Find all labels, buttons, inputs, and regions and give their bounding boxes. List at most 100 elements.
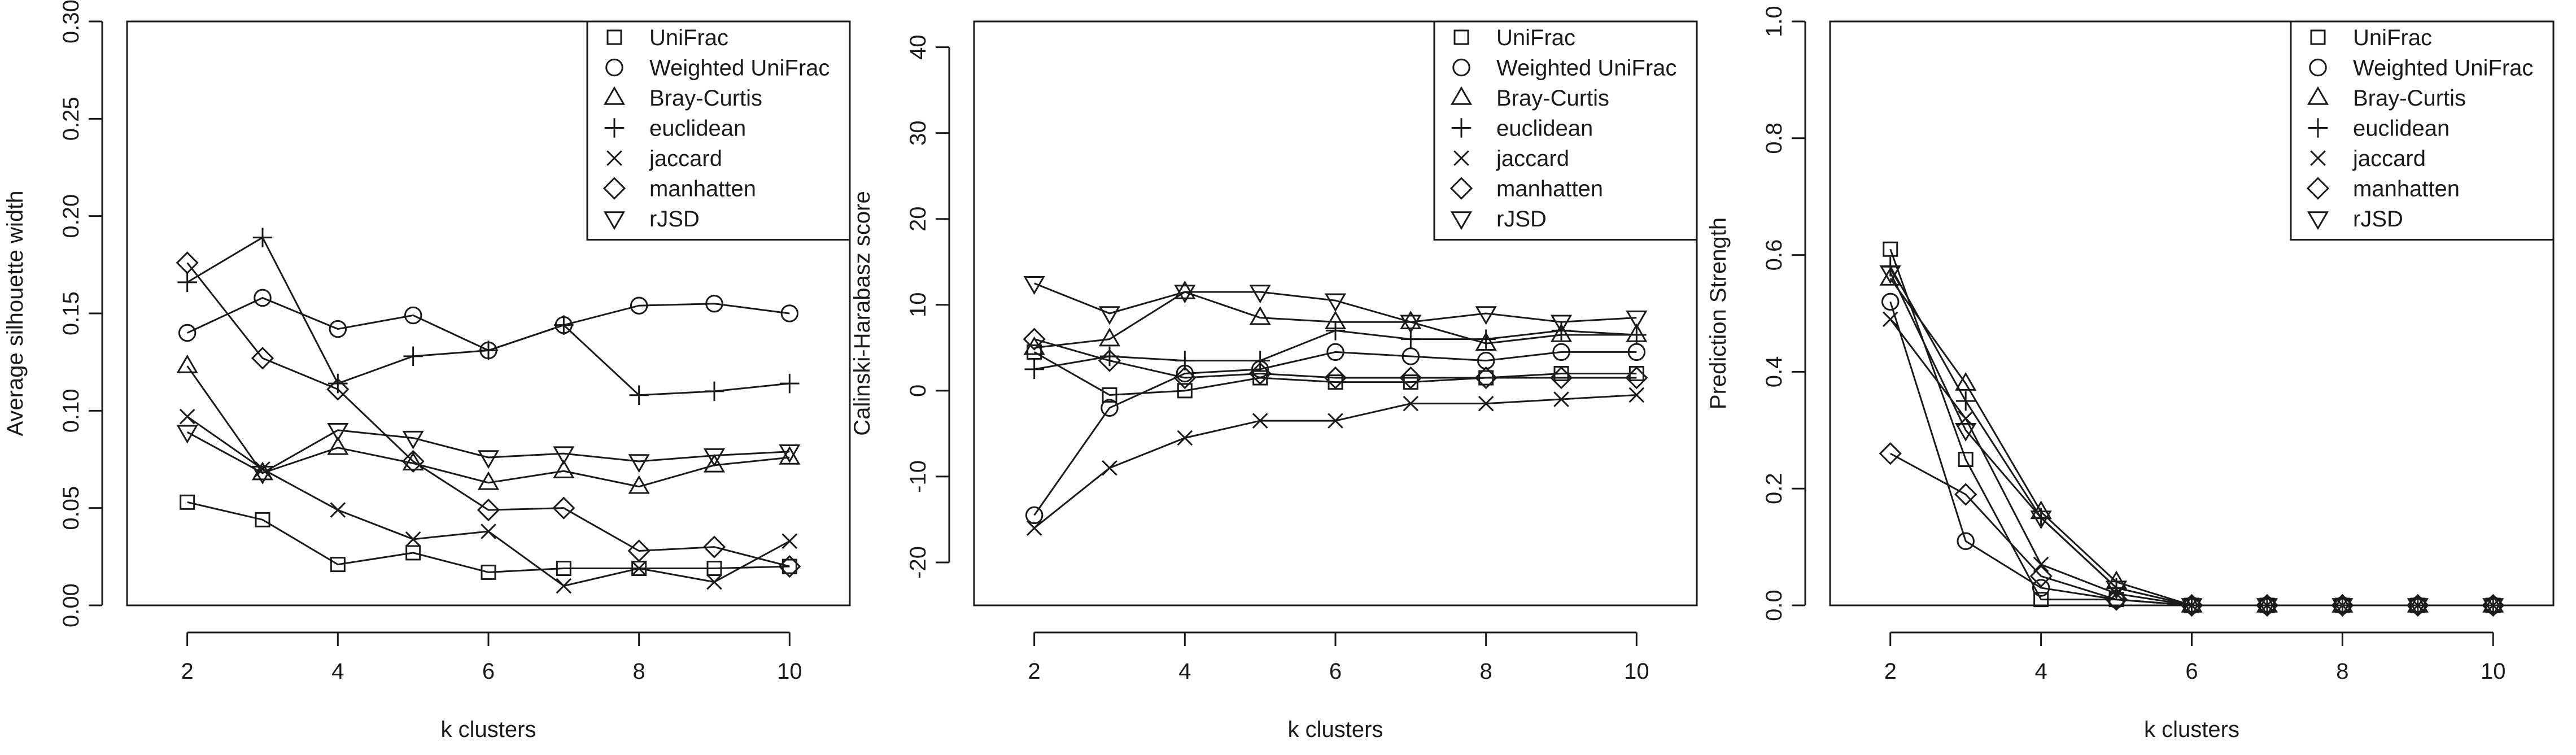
data-point-manhatten bbox=[176, 251, 199, 274]
data-point-manhatten bbox=[1879, 442, 1902, 465]
legend-marker-manhatten bbox=[602, 177, 626, 200]
data-point-weighted-unifrac bbox=[1025, 506, 1044, 525]
data-point-jaccard bbox=[405, 531, 421, 547]
data-point-jaccard bbox=[1478, 395, 1494, 412]
data-point-manhatten bbox=[1248, 362, 1272, 385]
data-point-unifrac bbox=[180, 494, 195, 510]
y-tick-label: 0.15 bbox=[59, 291, 84, 335]
legend-marker-bray-curtis bbox=[603, 86, 626, 105]
series-line-euclidean bbox=[1889, 266, 2494, 606]
data-point-rjsd bbox=[1098, 306, 1121, 325]
data-point-jaccard bbox=[556, 578, 572, 594]
data-point-bray-curtis bbox=[327, 436, 349, 455]
data-point-rjsd bbox=[327, 423, 349, 442]
y-tick-label: 0.20 bbox=[59, 194, 84, 238]
data-point-weighted-unifrac bbox=[404, 306, 422, 325]
data-point-manhatten bbox=[1549, 366, 1573, 390]
data-point-euclidean bbox=[252, 228, 273, 247]
data-point-rjsd bbox=[2181, 598, 2203, 617]
series-jaccard bbox=[1026, 387, 1645, 536]
chart-panel-3: 2 4 6 8 10 k clusters 0.0 0.2 0.4 0.6 0.8 1.0 Predic… bbox=[1706, 6, 2555, 742]
data-point-rjsd bbox=[2256, 598, 2278, 617]
data-point-bray-curtis bbox=[703, 453, 726, 473]
data-point-jaccard bbox=[1252, 413, 1268, 429]
y-tick-label: 20 bbox=[906, 206, 931, 232]
data-point-euclidean bbox=[1325, 321, 1346, 341]
series-line-rjsd bbox=[186, 429, 790, 474]
data-point-weighted-unifrac bbox=[630, 296, 648, 315]
series-manhatten bbox=[176, 251, 801, 578]
series-weighted-unifrac bbox=[1025, 343, 1646, 525]
data-point-euclidean bbox=[403, 346, 423, 366]
x-tick-label: 2 bbox=[1884, 659, 1897, 684]
series-line-weighted-unifrac bbox=[1033, 351, 1637, 516]
legend-marker-unifrac bbox=[1453, 29, 1469, 45]
chart-panel-1: 2 4 6 8 10 k clusters 0.00 0.05 0.10 0.15 0.20 0.25… bbox=[3, 0, 851, 742]
data-point-weighted-unifrac bbox=[780, 304, 799, 322]
data-point-manhatten bbox=[1474, 366, 1497, 390]
chart-panel-2: 2 4 6 8 10 k clusters -20 -10 0 10 20 30 40 Calinski-… bbox=[850, 20, 1698, 742]
data-point-weighted-unifrac bbox=[1957, 532, 1975, 551]
data-point-manhatten bbox=[552, 496, 575, 520]
x-tick-label: 10 bbox=[2481, 659, 2506, 684]
legend-label: Weighted UniFrac bbox=[2353, 56, 2533, 81]
x-tick-label: 2 bbox=[181, 659, 194, 684]
data-point-weighted-unifrac bbox=[329, 320, 347, 338]
data-point-rjsd bbox=[1400, 315, 1422, 334]
series-line-weighted-unifrac bbox=[1889, 301, 2494, 606]
x-tick-label: 6 bbox=[482, 659, 495, 684]
data-point-bray-curtis bbox=[1174, 280, 1196, 299]
y-tick-label: -20 bbox=[906, 546, 931, 579]
y-tick-label: 0.30 bbox=[59, 0, 84, 43]
legend-marker-weighted-unifrac bbox=[1452, 58, 1470, 77]
data-point-jaccard bbox=[1026, 520, 1042, 536]
data-point-manhatten bbox=[326, 378, 350, 401]
data-point-rjsd bbox=[1475, 306, 1497, 325]
legend-label: jaccard bbox=[2352, 146, 2426, 171]
legend-marker-rjsd bbox=[603, 211, 626, 230]
legend-label: manhatten bbox=[2353, 177, 2460, 202]
series-line-unifrac bbox=[1889, 248, 2494, 606]
data-point-jaccard bbox=[1628, 387, 1645, 403]
legend-label: UniFrac bbox=[649, 25, 728, 50]
data-point-unifrac bbox=[1102, 387, 1117, 403]
x-tick-label: 8 bbox=[1480, 659, 1492, 684]
legend-marker-bray-curtis bbox=[1450, 86, 1473, 105]
data-point-unifrac bbox=[481, 564, 496, 580]
y-tick-label: 10 bbox=[906, 293, 931, 318]
y-axis-title: Average silhouette width bbox=[3, 190, 28, 436]
data-point-weighted-unifrac bbox=[705, 295, 723, 313]
x-tick-label: 6 bbox=[2185, 659, 2198, 684]
data-point-manhatten bbox=[1098, 349, 1121, 372]
data-point-rjsd bbox=[1550, 315, 1573, 334]
data-point-unifrac bbox=[706, 561, 722, 577]
series-rjsd bbox=[1879, 265, 2504, 617]
data-point-rjsd bbox=[1174, 285, 1196, 304]
data-point-manhatten bbox=[2105, 588, 2128, 611]
y-tick-label: 0.4 bbox=[1762, 356, 1787, 388]
data-point-jaccard bbox=[2033, 556, 2049, 573]
data-point-manhatten bbox=[778, 555, 801, 578]
data-point-manhatten bbox=[702, 535, 726, 558]
series-line-bray-curtis bbox=[186, 365, 790, 488]
data-point-bray-curtis bbox=[779, 446, 801, 465]
legend-marker-euclidean bbox=[1451, 118, 1472, 138]
data-point-rjsd bbox=[703, 448, 726, 467]
series-line-manhatten bbox=[1890, 452, 2494, 606]
data-point-manhatten bbox=[1399, 366, 1422, 390]
y-axis-title: Calinski-Harabasz score bbox=[850, 191, 875, 435]
plot-frame bbox=[126, 20, 851, 606]
x-tick-label: 10 bbox=[777, 659, 802, 684]
data-point-manhatten bbox=[477, 498, 500, 522]
series-line-unifrac bbox=[187, 501, 790, 573]
series-line-manhatten bbox=[1034, 338, 1637, 379]
data-point-unifrac bbox=[255, 512, 270, 527]
x-axis-title: k clusters bbox=[441, 717, 536, 742]
data-point-weighted-unifrac bbox=[1552, 343, 1570, 361]
data-point-euclidean bbox=[177, 272, 197, 293]
y-tick-label: 0 bbox=[906, 385, 931, 397]
series-line-euclidean bbox=[186, 236, 790, 396]
data-point-euclidean bbox=[780, 373, 800, 394]
legend-label: euclidean bbox=[2353, 116, 2450, 141]
